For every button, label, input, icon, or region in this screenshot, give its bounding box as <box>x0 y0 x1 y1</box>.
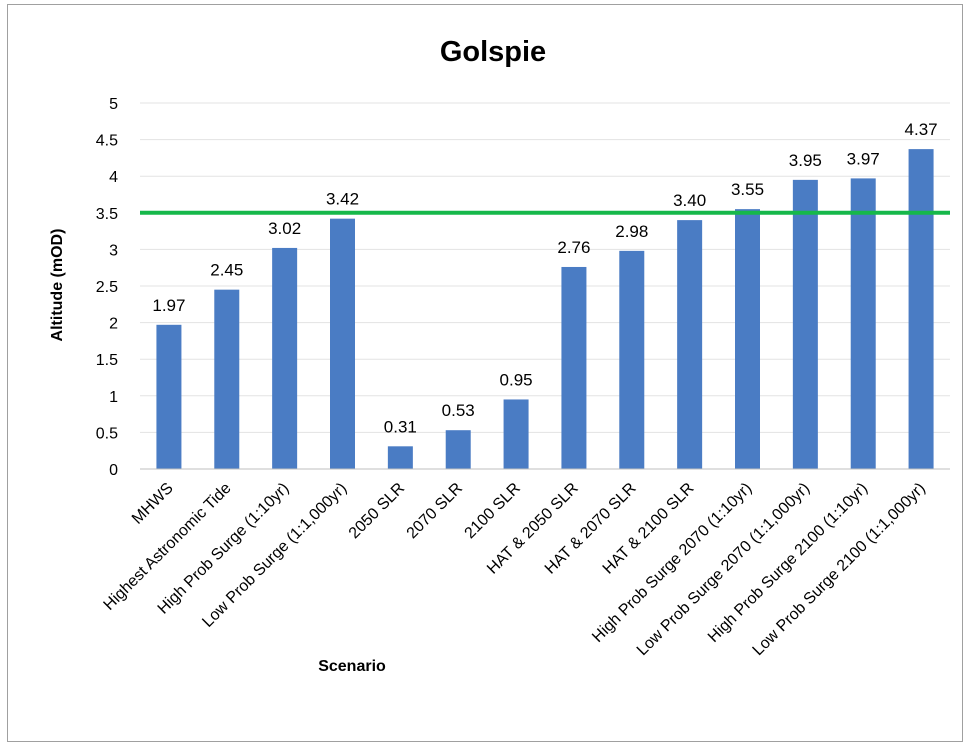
gridlines <box>140 102 950 433</box>
y-tick-label: 4.5 <box>96 133 118 150</box>
bar <box>272 247 298 469</box>
bars <box>156 149 934 470</box>
data-label: 0.31 <box>384 417 417 436</box>
y-tick-label: 0.5 <box>96 425 118 442</box>
bar <box>561 266 587 469</box>
data-label: 2.98 <box>615 222 648 241</box>
y-tick-labels: 0 0.5 1 1.5 2 2.5 3 3.5 4 4.5 5 <box>96 96 118 479</box>
y-tick-label: 2.5 <box>96 279 118 296</box>
x-axis-title: Scenario <box>318 658 386 675</box>
x-tick-label: MHWS <box>129 480 177 528</box>
data-label: 4.37 <box>905 120 938 139</box>
bar <box>619 250 645 469</box>
bar <box>214 289 240 469</box>
bar <box>735 209 760 469</box>
bar <box>156 324 182 469</box>
y-tick-label: 5 <box>109 96 118 113</box>
data-label: 3.55 <box>731 180 764 199</box>
bar <box>908 149 934 469</box>
bar <box>503 399 529 469</box>
bar <box>387 446 413 469</box>
x-tick-label: 2070 SLR <box>404 480 466 542</box>
data-label: 1.97 <box>152 296 185 315</box>
y-tick-label: 2 <box>109 316 118 333</box>
y-tick-label: 4 <box>109 169 118 186</box>
chart-title: Golspie <box>440 36 546 68</box>
y-tick-label: 1.5 <box>96 352 118 369</box>
bar <box>792 179 818 470</box>
y-tick-label: 3.5 <box>96 206 118 223</box>
bar <box>445 430 471 469</box>
y-tick-label: 1 <box>109 389 118 406</box>
data-label: 3.97 <box>847 149 880 168</box>
data-label: 0.95 <box>500 370 533 389</box>
data-labels: 1.97 2.45 3.02 3.42 0.31 0.53 0.95 2.76 2.98 3.40… <box>152 120 937 436</box>
data-label: 2.76 <box>557 238 590 257</box>
bar <box>677 220 703 469</box>
data-label: 3.40 <box>673 191 706 210</box>
data-label: 2.45 <box>210 261 243 280</box>
data-label: 0.53 <box>442 401 475 420</box>
data-label: 3.02 <box>268 219 301 238</box>
bar <box>850 178 876 469</box>
bar <box>330 218 355 469</box>
data-label: 3.42 <box>326 190 359 209</box>
x-tick-label: 2050 SLR <box>346 480 408 542</box>
x-tick-label: 2100 SLR <box>462 480 524 542</box>
y-tick-label: 0 <box>109 462 118 479</box>
data-label: 3.95 <box>789 151 822 170</box>
y-axis-title: Altitude (mOD) <box>49 229 66 342</box>
y-tick-label: 3 <box>109 242 118 259</box>
